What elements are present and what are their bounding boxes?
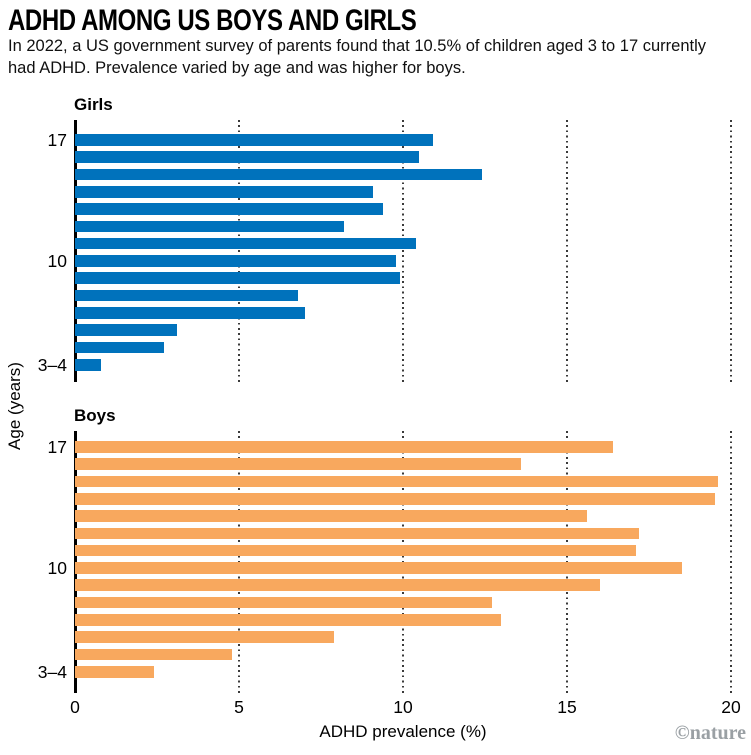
boys-bar-age-7 [75,614,502,626]
girls-plot-area: 17 10 3–4 [38,120,732,382]
x-tick-label-10: 10 [393,697,413,717]
girls-y-axis-line [73,120,77,382]
girls-bar-age-7 [75,307,305,319]
girls-bar-age-9 [75,272,400,285]
chart-subtitle: In 2022, a US government survey of paren… [8,37,707,77]
x-tick-label-0: 0 [70,697,80,717]
boys-bar-age-6 [75,631,335,643]
girls-y-tick-label-17: 17 [47,129,67,150]
boys-bar-age-17 [75,441,613,453]
boys-bar-age-15 [75,475,718,488]
boys-bar-age-12 [75,527,640,540]
girls-bar-age-17 [75,134,433,146]
boys-bar-age-16 [75,458,522,470]
boys-y-axis-line [73,431,77,693]
boys-plot-area: 17 10 3–4 [38,431,732,693]
girls-y-tick-label-3–4: 3–4 [37,354,67,375]
x-tick-label-20: 20 [721,697,741,717]
girls-y-tick-label-10: 10 [47,250,67,271]
girls-bar-age-12 [75,220,344,233]
girls-bar-age-6 [75,324,177,336]
boys-gridline-20 [730,431,732,693]
girls-bar-age-3–4 [75,358,102,371]
girls-bar-age-15 [75,168,482,181]
girls-gridline-10 [402,120,404,382]
boys-panel-title: Boys [74,406,116,425]
x-axis-ticks: 0 5 10 15 20 [70,697,741,717]
girls-gridline-5 [238,120,240,382]
chart-title: ADHD AMONG US BOYS AND GIRLS [8,4,417,37]
nature-credit: ©nature [674,722,746,744]
boys-bar-age-14 [75,492,715,505]
x-tick-label-15: 15 [557,697,577,717]
girls-bar-age-13 [75,203,384,215]
boys-bar-age-5 [75,648,233,661]
boys-y-tick-label-3–4: 3–4 [37,661,67,682]
boys-bar-age-11 [75,544,636,557]
boys-y-tick-label-17: 17 [47,436,67,457]
y-axis-title: Age (years) [5,362,24,450]
boys-bar-age-13 [75,510,587,522]
girls-bar-age-8 [75,289,299,302]
boys-bar-age-8 [75,596,492,609]
girls-bar-age-16 [75,151,420,163]
boys-gridline-10 [402,431,404,693]
x-tick-label-5: 5 [234,697,244,717]
x-axis-title: ADHD prevalence (%) [319,722,487,741]
boys-gridline-15 [566,431,568,693]
girls-bar-age-11 [75,237,417,250]
girls-bar-age-14 [75,185,374,198]
boys-gridline-5 [238,431,240,693]
girls-gridline-20 [730,120,732,382]
girls-bar-age-5 [75,341,164,354]
boys-bar-age-10 [75,562,682,574]
girls-panel-title: Girls [74,95,113,114]
boys-bar-age-9 [75,579,600,592]
boys-y-tick-label-10: 10 [47,557,67,578]
boys-bar-age-3–4 [75,665,154,678]
girls-gridline-15 [566,120,568,382]
girls-bar-age-10 [75,255,397,267]
